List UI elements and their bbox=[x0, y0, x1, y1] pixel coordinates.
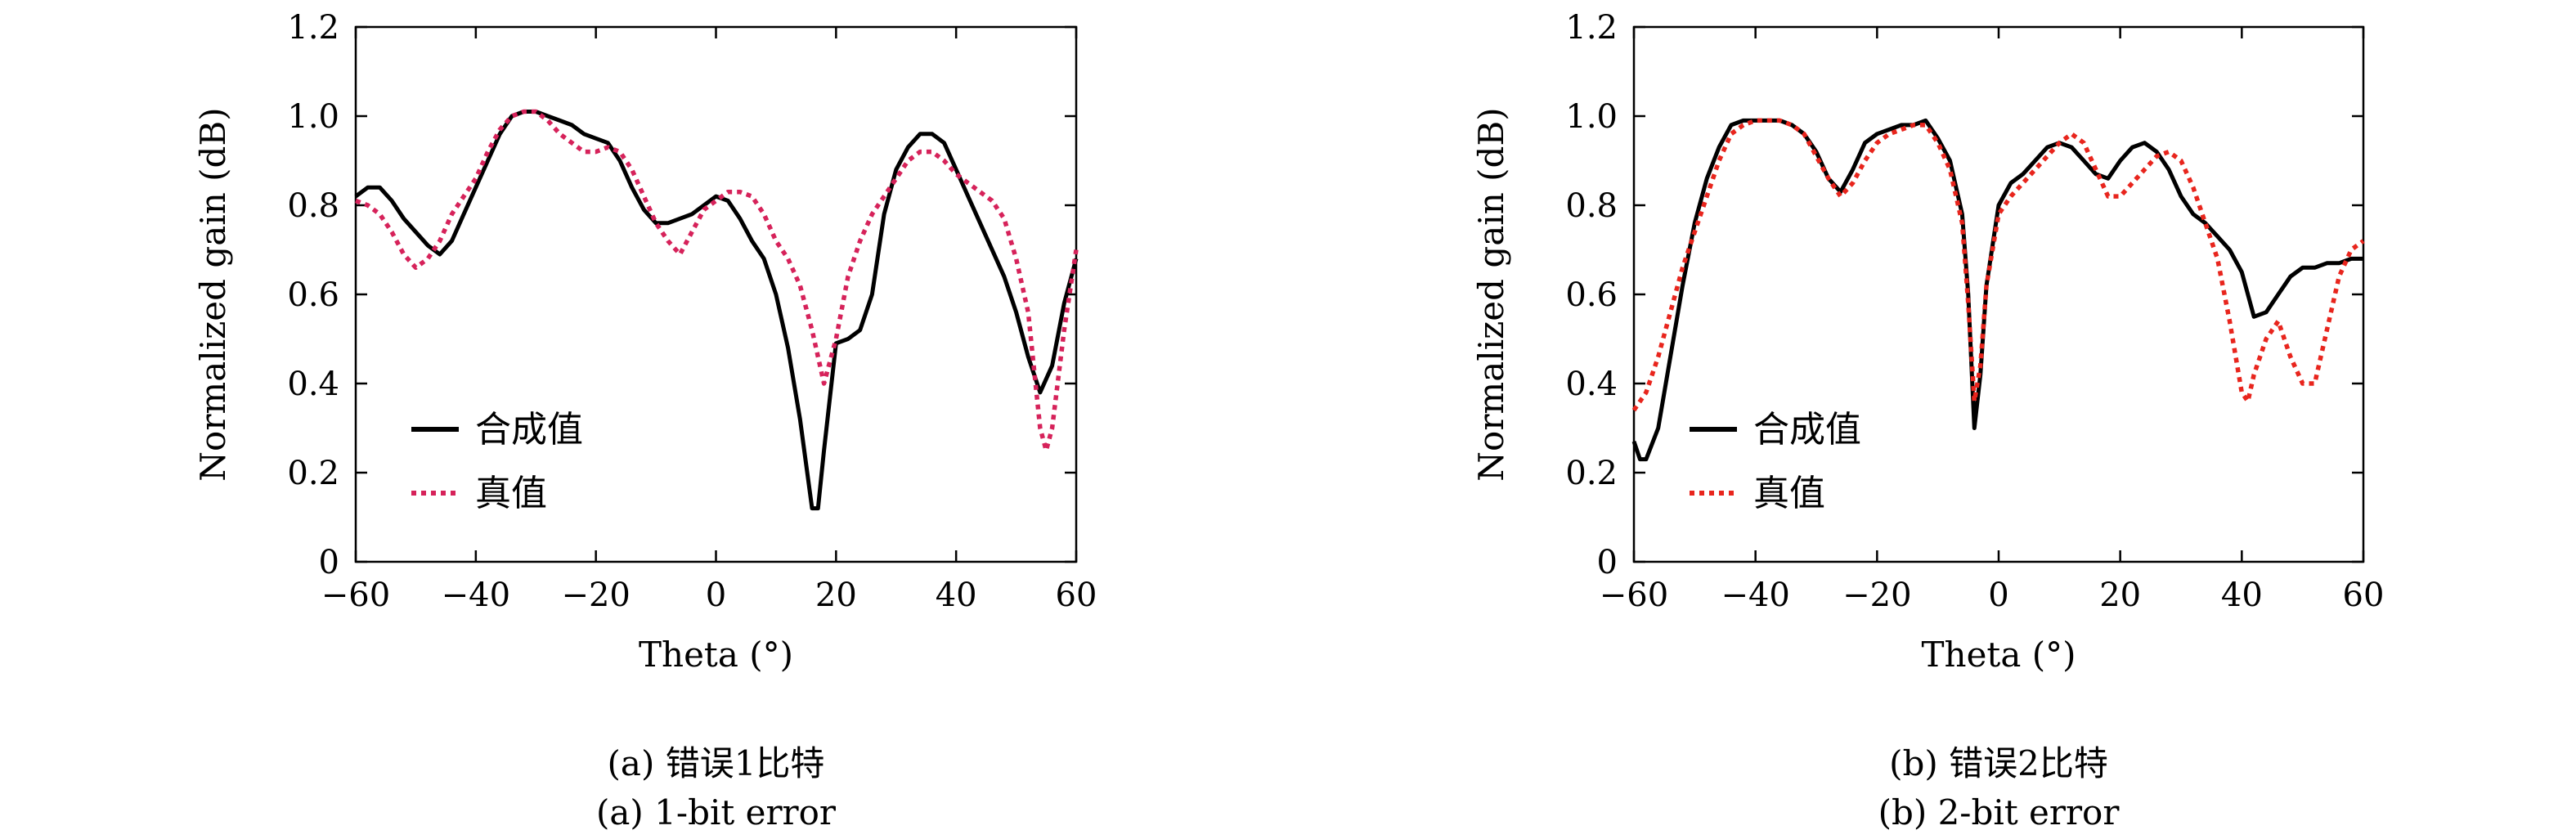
x-tick-label: 0 bbox=[706, 577, 726, 614]
x-tick-label: −20 bbox=[1842, 577, 1911, 614]
y-tick-label: 1.0 bbox=[1565, 98, 1618, 136]
x-tick-label: −40 bbox=[442, 577, 510, 614]
x-tick-label: 60 bbox=[1056, 577, 1097, 614]
series-line-synthesized bbox=[1631, 118, 2363, 462]
x-tick-label: −20 bbox=[561, 577, 630, 614]
x-axis-label: Theta (°) bbox=[639, 635, 793, 675]
y-tick-label: 0.4 bbox=[287, 366, 339, 403]
x-tick-label: 40 bbox=[2221, 577, 2263, 614]
x-tick-label: 20 bbox=[815, 577, 857, 614]
y-tick-label: 1.0 bbox=[287, 98, 339, 136]
plot-frame bbox=[354, 25, 1078, 563]
y-tick-label: 0.4 bbox=[1565, 366, 1618, 403]
y-tick-label: 0.2 bbox=[1565, 455, 1618, 492]
y-axis-label: Normalized gain (dB) bbox=[193, 107, 233, 481]
legend-label: 真值 bbox=[475, 473, 547, 514]
y-tick-label: 1.2 bbox=[1565, 9, 1618, 47]
caption-en: (b) 2-bit error bbox=[1878, 792, 2120, 832]
x-tick-label: 0 bbox=[1988, 577, 2008, 614]
caption-en: (a) 1-bit error bbox=[596, 792, 837, 832]
caption-cn: (a) 错误1比特 bbox=[608, 743, 825, 783]
y-axis-label: Normalized gain (dB) bbox=[1471, 107, 1511, 481]
y-tick-label: 0.2 bbox=[287, 455, 339, 492]
series-line-synthesized bbox=[354, 110, 1079, 511]
series-line-true-value bbox=[355, 109, 1079, 453]
caption-cn: (b) 错误2比特 bbox=[1889, 743, 2108, 783]
y-tick-label: 0.6 bbox=[287, 276, 339, 314]
x-tick-label: 20 bbox=[2099, 577, 2141, 614]
legend-label: 真值 bbox=[1753, 473, 1825, 514]
y-tick-label: 0.6 bbox=[1565, 276, 1618, 314]
x-tick-label: 40 bbox=[936, 577, 977, 614]
y-tick-label: 0.8 bbox=[1565, 187, 1618, 225]
legend-label: 合成值 bbox=[475, 409, 583, 451]
x-axis-label: Theta (°) bbox=[1922, 635, 2076, 675]
series-line-true-value bbox=[1631, 118, 2365, 412]
y-tick-label: 0 bbox=[1597, 544, 1618, 581]
chart-panel-a: −60 −40 −20 0 20 40 60 0 0.2 0.4 0.6 0.8 1.0 1.2 Theta… bbox=[193, 9, 1097, 832]
x-tick-label: 60 bbox=[2343, 577, 2385, 614]
x-tick-label: −40 bbox=[1721, 577, 1789, 614]
y-tick-label: 0.8 bbox=[287, 187, 339, 225]
legend-label: 合成值 bbox=[1753, 409, 1861, 451]
x-tick-label: −60 bbox=[321, 577, 390, 614]
y-tick-label: 0 bbox=[319, 544, 339, 581]
chart-panel-b: −60 −40 −20 0 20 40 60 0 0.2 0.4 0.6 0.8 1.0 1.2 Theta… bbox=[1471, 9, 2384, 832]
y-tick-label: 1.2 bbox=[287, 9, 339, 47]
x-tick-label: −60 bbox=[1600, 577, 1668, 614]
plot-frame bbox=[1632, 25, 2365, 563]
